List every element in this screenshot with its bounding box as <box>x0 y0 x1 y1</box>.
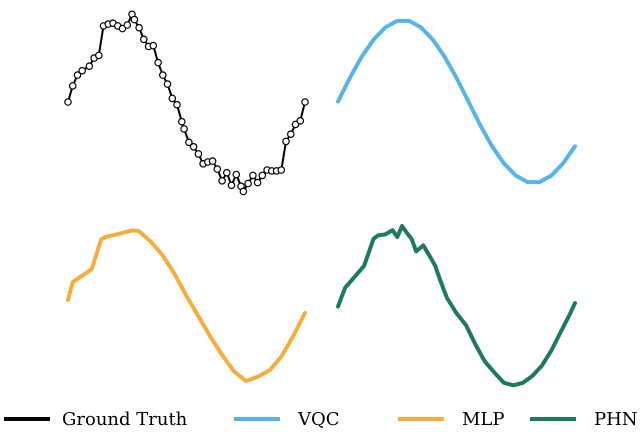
data-point-ground-truth <box>253 178 262 187</box>
data-point-ground-truth <box>239 187 248 196</box>
data-point-ground-truth <box>213 165 222 173</box>
series-line-vqc <box>336 18 577 185</box>
series-line-ground-truth <box>67 13 306 193</box>
legend-label-mlp: MLP <box>462 409 505 430</box>
legend-item-ground-truth: Ground Truth <box>4 409 188 430</box>
panel-vqc <box>336 18 577 185</box>
series-line-mlp <box>66 228 307 383</box>
data-point-ground-truth <box>85 62 94 70</box>
data-point-ground-truth <box>258 171 267 180</box>
legend-item-phn: PHN <box>530 409 638 430</box>
data-point-ground-truth <box>168 94 177 103</box>
data-point-ground-truth <box>180 125 188 133</box>
data-point-ground-truth <box>154 58 162 67</box>
panel-ground-truth <box>64 10 309 196</box>
legend-label-ground-truth: Ground Truth <box>62 409 188 430</box>
data-point-ground-truth <box>78 66 87 75</box>
series-line-phn <box>336 224 577 388</box>
data-point-ground-truth <box>135 23 143 32</box>
data-point-ground-truth <box>68 82 77 90</box>
legend-label-vqc: VQC <box>297 409 340 430</box>
data-point-ground-truth <box>218 177 226 185</box>
legend: Ground Truth VQC MLP PHN <box>4 409 638 430</box>
data-point-ground-truth <box>194 150 203 158</box>
data-point-ground-truth <box>301 98 309 106</box>
data-point-ground-truth <box>149 41 158 50</box>
data-point-ground-truth <box>123 21 132 29</box>
data-point-ground-truth <box>140 35 148 44</box>
data-point-ground-truth <box>286 130 295 139</box>
data-point-ground-truth <box>244 179 252 188</box>
data-point-ground-truth <box>95 51 103 60</box>
data-point-ground-truth <box>232 170 241 179</box>
data-point-ground-truth <box>223 168 231 177</box>
data-point-ground-truth <box>227 181 236 190</box>
data-point-ground-truth <box>64 98 72 106</box>
data-point-ground-truth <box>178 117 186 126</box>
data-point-ground-truth <box>282 137 290 146</box>
data-point-ground-truth <box>277 166 286 174</box>
legend-label-phn: PHN <box>594 409 638 430</box>
data-point-ground-truth <box>73 71 82 79</box>
data-point-ground-truth <box>185 138 193 147</box>
panel-phn <box>336 224 577 388</box>
legend-item-mlp: MLP <box>398 409 505 430</box>
data-point-ground-truth <box>296 117 305 125</box>
data-point-ground-truth <box>249 171 257 180</box>
panel-mlp <box>66 228 307 383</box>
data-point-ground-truth <box>208 157 217 165</box>
data-point-ground-truth <box>173 100 181 109</box>
data-point-ground-truth <box>130 15 139 24</box>
data-point-ground-truth <box>163 80 172 88</box>
data-point-ground-truth <box>189 143 198 151</box>
data-point-ground-truth <box>159 71 167 79</box>
legend-item-vqc: VQC <box>234 409 340 430</box>
